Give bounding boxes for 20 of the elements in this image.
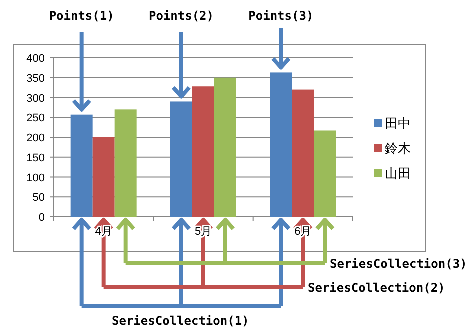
x-tick-label: 6月	[294, 226, 312, 238]
y-tick-label: 350	[26, 72, 45, 85]
y-tick-label: 150	[26, 152, 45, 164]
y-tick-label: 400	[26, 53, 45, 65]
y-tick-label: 100	[26, 172, 45, 184]
y-tick-label: 0	[38, 212, 45, 224]
y-tick-label: 250	[26, 112, 45, 125]
text: SeriesCollection(2)	[308, 281, 446, 295]
text: SeriesCollection(3)	[330, 257, 468, 271]
text: Points(2)	[148, 9, 214, 23]
text: Points(1)	[49, 9, 114, 23]
legend-label: 山田	[385, 166, 411, 181]
y-tick-label: 300	[26, 92, 45, 105]
text: SeriesCollection(1)	[112, 314, 250, 328]
legend-label: 田中	[385, 116, 411, 131]
legend-label: 鈴木	[385, 141, 411, 156]
y-tick-label: 200	[26, 132, 45, 144]
text: Points(3)	[248, 9, 314, 23]
x-tick-label: 4月	[95, 226, 112, 238]
y-tick-label: 50	[32, 192, 45, 204]
